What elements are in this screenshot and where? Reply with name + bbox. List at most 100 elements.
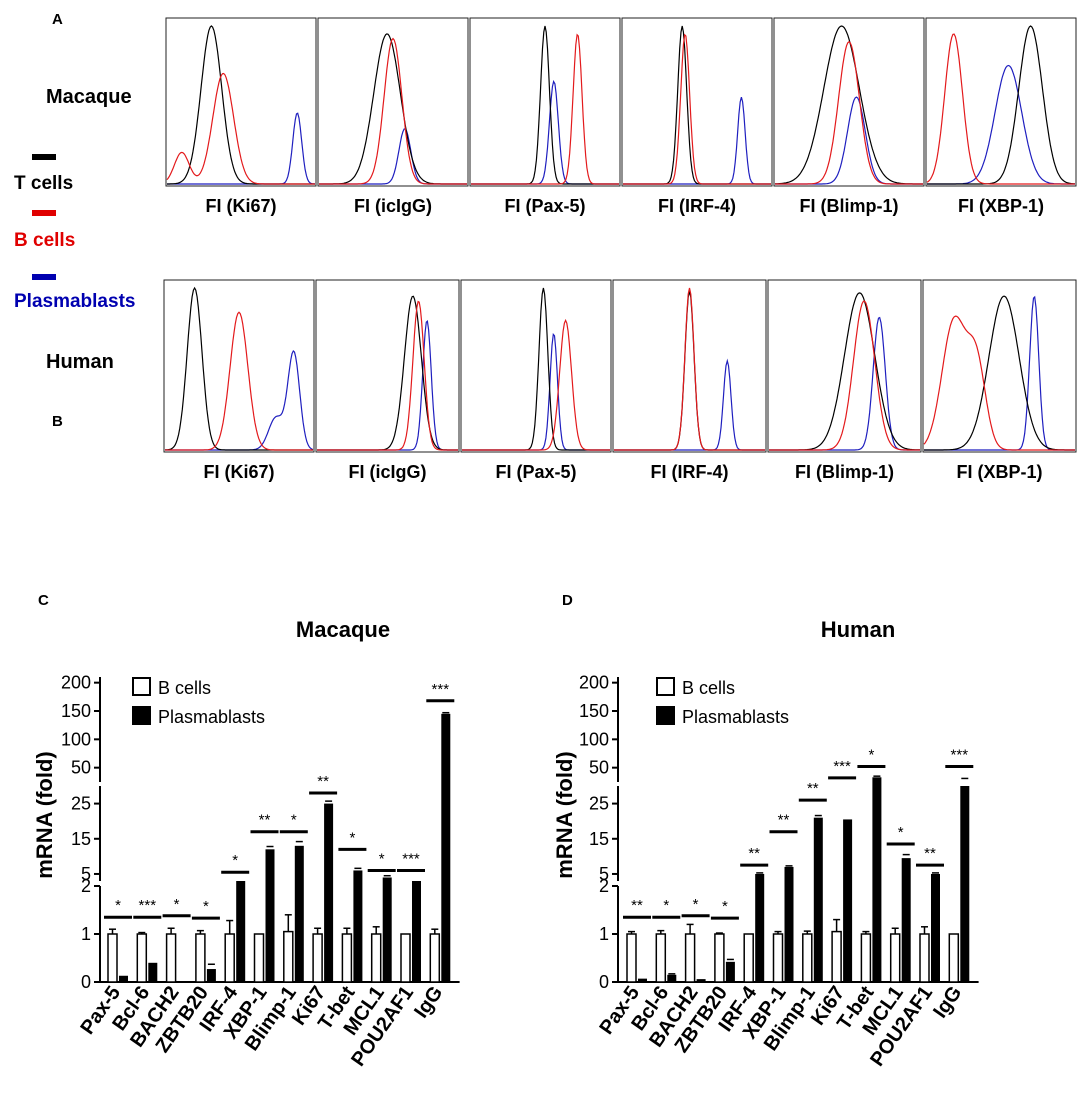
significance-marker: *** [833, 758, 851, 775]
y-tick-label: 200 [61, 673, 91, 693]
histogram-5: FI (XBP-1) [925, 17, 1077, 216]
bar-b-cells [889, 933, 901, 983]
significance-marker: * [291, 812, 297, 829]
chart-title-human: Human [821, 617, 896, 642]
histogram-curve-b-cells [471, 33, 619, 185]
significance-marker: * [722, 898, 728, 915]
histogram-frame [460, 279, 612, 453]
legend-label-b-cells-macaque: B cells [158, 678, 211, 698]
histogram-curve-b-cells [165, 311, 313, 451]
histogram-frame [612, 279, 767, 453]
histogram-3: FI (IRF-4) [621, 17, 773, 216]
significance-marker: * [693, 896, 699, 913]
y-tick-label: 2 [81, 876, 91, 896]
y-tick-label: 150 [61, 701, 91, 721]
bar-b-cells [400, 933, 411, 983]
species-label-human: Human [46, 351, 114, 373]
bar-b-cells [195, 933, 206, 983]
histogram-curve-plasmablasts [167, 112, 316, 185]
bar-plasmablasts [353, 870, 363, 982]
y-tick-label: 1 [599, 924, 609, 944]
significance-marker: ** [259, 812, 271, 829]
significance-marker: * [232, 852, 238, 869]
bar-b-cells [802, 933, 813, 983]
histogram-xlabel: FI (IRF-4) [658, 196, 736, 216]
legend-swatch-t-cells [32, 154, 56, 160]
legend-label-plasmablasts-macaque: Plasmablasts [158, 707, 265, 727]
y-tick-label: 50 [71, 758, 91, 778]
legend-human: B cells Plasmablasts [656, 677, 789, 727]
histogram-xlabel: FI (Pax-5) [495, 462, 576, 482]
bar-b-cells [370, 933, 382, 983]
histogram-curve-b-cells [923, 315, 1075, 451]
y-tick-label: 1 [81, 924, 91, 944]
y-tick-label: 15 [71, 829, 91, 849]
histogram-curve-b-cells [623, 33, 771, 185]
bar-b-cells [743, 933, 754, 983]
y-axis-label-human: mRNA (fold) [552, 751, 577, 879]
significance-marker: *** [951, 747, 969, 764]
histogram-1: FI (icIgG) [317, 17, 469, 216]
bar-plasmablasts [412, 881, 421, 982]
chart-title-macaque: Macaque [296, 617, 390, 642]
histogram-xlabel: FI (Blimp-1) [795, 462, 894, 482]
histogram-2: FI (Pax-5) [469, 17, 621, 216]
species-label-macaque: Macaque [46, 86, 132, 108]
histogram-curve-b-cells [319, 37, 467, 185]
bar-b-cells [312, 933, 323, 983]
bar-b-cells [253, 933, 265, 983]
y-tick-label: 0 [81, 972, 91, 992]
legend-swatch-plasmablasts-macaque [132, 706, 151, 725]
bar-b-cells [831, 930, 842, 983]
histogram-frame [317, 17, 469, 187]
histogram-3: FI (IRF-4) [612, 279, 767, 482]
y-tick-label: 150 [579, 701, 609, 721]
bar-plasmablasts [441, 713, 451, 982]
legend-swatch-b-cells-human [656, 677, 675, 696]
histogram-4: FI (Blimp-1) [773, 17, 925, 216]
bar-b-cells [714, 933, 725, 983]
bar-plasmablasts [696, 979, 706, 982]
legend-macaque: B cells Plasmablasts [132, 677, 265, 727]
bar-chart-human: Human mRNA (fold) B cells Plasmablasts 0… [552, 617, 979, 1070]
histogram-5: FI (XBP-1) [922, 279, 1077, 482]
histogram-frame [773, 17, 925, 187]
bar-plasmablasts [784, 866, 794, 982]
panel-label-a: A [52, 11, 63, 28]
histogram-frame [925, 17, 1077, 187]
significance-marker: * [898, 824, 904, 841]
y-tick-label: 100 [61, 729, 91, 749]
histogram-0: FI (Ki67) [163, 279, 315, 482]
bar-plasmablasts [148, 962, 158, 982]
histogram-frame [315, 279, 460, 453]
histogram-frame [767, 279, 922, 453]
significance-marker: ** [317, 773, 329, 790]
histogram-2: FI (Pax-5) [460, 279, 612, 482]
histogram-xlabel: FI (XBP-1) [958, 196, 1044, 216]
significance-marker: *** [139, 897, 157, 914]
bar-b-cells [429, 933, 441, 983]
panel-label-d: D [562, 592, 573, 609]
legend-label-plasmablasts-human: Plasmablasts [682, 707, 789, 727]
flow-histograms-macaque: FI (Ki67) FI (icIgG) FI (Pax-5) FI (IRF-4) F… [165, 17, 1077, 216]
legend-swatch-b-cells-macaque [132, 677, 151, 696]
significance-marker: ** [748, 845, 760, 862]
legend-label-plasmablasts: Plasmablasts [14, 291, 135, 312]
y-axis-label-macaque: mRNA (fold) [32, 751, 57, 879]
bar-plasmablasts [206, 969, 216, 982]
histogram-curve-b-cells [775, 41, 923, 185]
significance-marker: * [379, 850, 385, 867]
bar-plasmablasts [901, 858, 911, 982]
bar-plasmablasts [324, 803, 334, 982]
histogram-frame [922, 279, 1077, 453]
histogram-curve-t-cells [774, 25, 923, 185]
bar-plasmablasts [382, 877, 392, 982]
histogram-curve-b-cells [926, 33, 1075, 185]
histogram-curve-b-cells [462, 318, 610, 451]
significance-marker: *** [402, 850, 420, 867]
y-tick-label: 25 [589, 794, 609, 814]
significance-marker: ** [924, 845, 936, 862]
histogram-xlabel: FI (Ki67) [205, 196, 276, 216]
bar-plasmablasts [960, 786, 970, 982]
bar-plasmablasts [843, 819, 853, 982]
